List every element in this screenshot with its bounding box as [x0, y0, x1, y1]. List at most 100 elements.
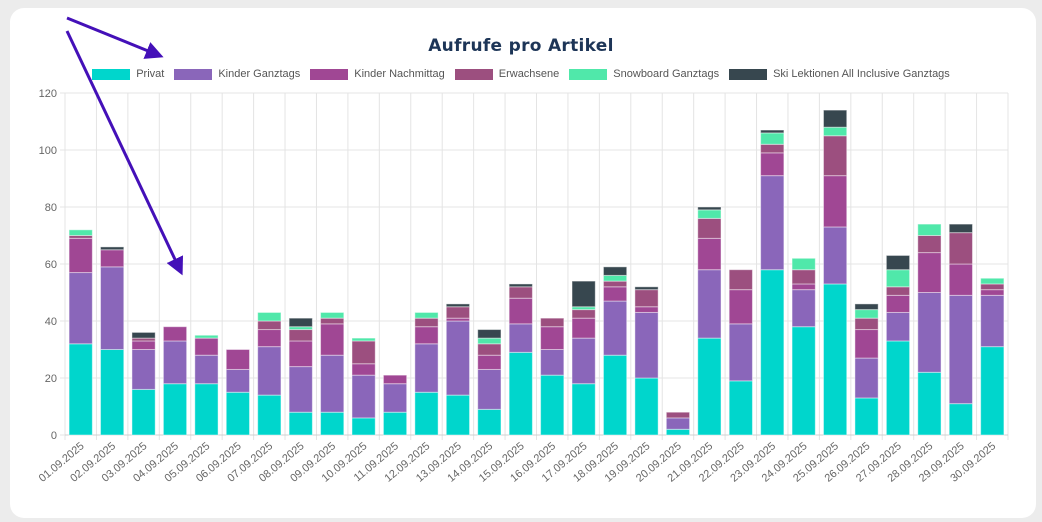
legend-item[interactable]: Kinder Nachmittag [310, 68, 445, 80]
bar-segment [445, 303, 471, 308]
bar-segment [351, 417, 376, 436]
bar-segment [854, 317, 879, 331]
bar-segment [634, 289, 659, 308]
bar-segment [697, 269, 722, 339]
bar-segment [917, 235, 942, 254]
bar-segment [948, 294, 973, 405]
bar-segment [288, 329, 313, 342]
bar-segment [540, 317, 565, 328]
legend-label: Kinder Ganztags [218, 68, 301, 80]
bar-segment [948, 223, 973, 234]
bar-segment [257, 394, 282, 436]
bar-segment [445, 394, 471, 436]
bar-segment [288, 366, 313, 413]
bar-segment [351, 340, 376, 365]
bar-segment [320, 311, 345, 319]
bar-segment [131, 349, 156, 390]
bar-segment [288, 340, 313, 368]
bar-segment [634, 311, 659, 379]
legend-swatch [569, 68, 608, 80]
legend-swatch [454, 68, 493, 80]
bar-segment [68, 229, 93, 237]
bar-segment [162, 340, 188, 385]
bar-segment [980, 294, 1005, 348]
bar-segment [320, 323, 345, 356]
chart-title: Aufrufe pro Artikel [428, 36, 614, 56]
bar-segment [257, 311, 282, 322]
bar-segment [414, 343, 439, 393]
bar-segment [948, 263, 973, 296]
bar-segment [540, 326, 565, 351]
bar-segment [571, 280, 596, 308]
legend-label: Privat [136, 68, 165, 80]
bar-segment [477, 337, 502, 345]
bar-segment [791, 326, 816, 436]
bar-segment [477, 354, 502, 370]
bar-segment [194, 354, 219, 385]
bar-segment [68, 343, 93, 436]
y-tick-label: 100 [39, 145, 57, 157]
bar-segment [917, 371, 942, 436]
bar-segment [508, 323, 533, 353]
bar-segment [760, 269, 785, 436]
bar-segment [571, 309, 596, 319]
bar-segment [351, 337, 376, 342]
bar-segment [320, 317, 345, 325]
bar-segment [885, 286, 911, 296]
bar-segment [728, 323, 753, 382]
legend-item[interactable]: Snowboard Ganztags [569, 68, 719, 80]
y-tick-label: 120 [39, 88, 57, 100]
legend-item[interactable]: Privat [92, 68, 164, 80]
bar-segment [728, 269, 753, 291]
bar-segment [728, 289, 753, 325]
legend-item[interactable]: Erwachsene [454, 68, 560, 80]
legend-item[interactable]: Kinder Ganztags [174, 68, 300, 80]
bar-segment [131, 331, 156, 339]
bar-segment [477, 329, 502, 339]
bar-segment [665, 411, 691, 419]
bar-segment [854, 357, 879, 399]
bar-segment [445, 306, 471, 319]
bar-segment [760, 143, 785, 154]
bar-segment [917, 223, 942, 237]
bar-segment [602, 286, 628, 302]
bar-segment [131, 340, 156, 351]
bar-segment [602, 300, 628, 356]
bar-segment [382, 374, 408, 385]
y-tick-label: 20 [45, 373, 57, 385]
bar-segment [760, 175, 785, 271]
bar-segment [634, 306, 659, 313]
bar-segment [885, 269, 911, 288]
legend-item[interactable]: Ski Lektionen All Inclusive Ganztags [729, 68, 950, 80]
bar-segment [822, 226, 848, 285]
bar-segment [854, 329, 879, 359]
bar-segment [854, 303, 879, 311]
bar-segment [602, 280, 628, 288]
bar-segment [382, 383, 408, 413]
bar-segment [225, 368, 251, 393]
bar-segment [351, 363, 376, 376]
bar-segment [760, 152, 785, 177]
bar-segment [477, 408, 502, 436]
bar-segment [508, 283, 533, 288]
bar-segment [697, 217, 722, 239]
bar-segment [602, 354, 628, 436]
bar-segment [100, 266, 125, 351]
bar-segment [414, 317, 439, 328]
bar-segment [131, 388, 156, 436]
bar-segment [917, 292, 942, 373]
bar-segment [320, 354, 345, 413]
bar-segment [634, 286, 659, 291]
bar-segment [822, 283, 848, 436]
bar-segment [257, 320, 282, 331]
y-tick-label: 40 [45, 316, 57, 328]
bar-segment [885, 254, 911, 271]
legend-label: Snowboard Ganztags [613, 68, 720, 80]
bar-segment [602, 266, 628, 276]
bar-segment [68, 237, 93, 274]
bar-segment [162, 383, 188, 436]
legend-label: Erwachsene [498, 68, 560, 80]
bar-segment [477, 368, 502, 410]
bar-segment [885, 340, 911, 436]
